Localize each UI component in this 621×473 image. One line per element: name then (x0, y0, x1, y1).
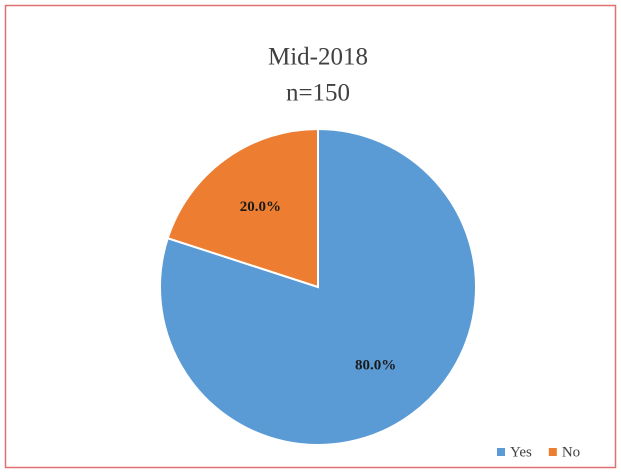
legend-swatch (548, 448, 557, 456)
chart-subtitle: n=150 (286, 80, 350, 107)
data-label: 20.0% (240, 199, 281, 215)
data-label: 80.0% (355, 358, 396, 374)
pie-slice (159, 127, 477, 446)
chart-title: Mid-2018 (268, 44, 368, 71)
legend-label: No (562, 444, 580, 460)
pie-slice (166, 127, 319, 289)
legend-label: Yes (510, 444, 532, 460)
legend-swatch (497, 448, 505, 456)
